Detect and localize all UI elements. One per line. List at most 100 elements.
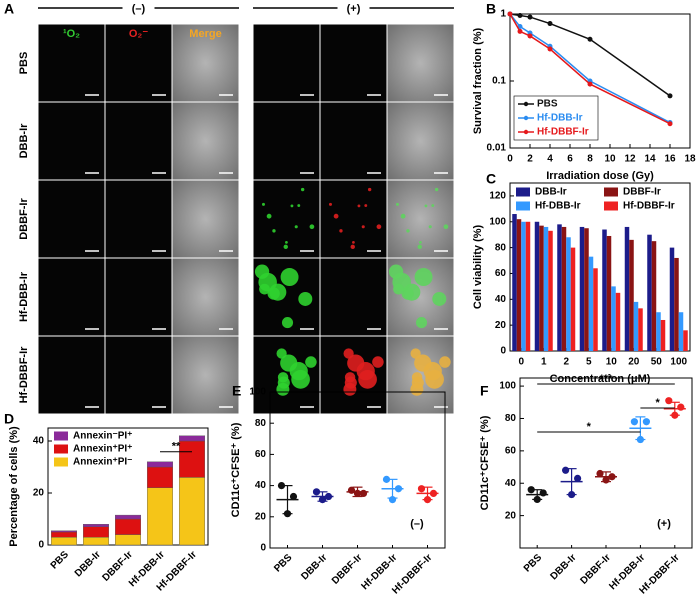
- panel-letter: F: [480, 383, 489, 399]
- x-tick-label: 20: [628, 357, 640, 368]
- bar-segment: [178, 440, 205, 478]
- cell-signal: [424, 204, 428, 208]
- data-point: [574, 474, 582, 482]
- micrograph: [37, 101, 106, 181]
- group-label: (+): [347, 3, 361, 15]
- micrograph: [171, 179, 240, 259]
- micrograph: [37, 335, 106, 415]
- x-tick-label: 50: [651, 357, 663, 368]
- micrograph: [171, 257, 240, 337]
- legend-label: Hf-DBB-Ir: [537, 113, 583, 124]
- data-point: [677, 403, 685, 411]
- panel-letter: D: [4, 411, 14, 427]
- y-tick-label: 100: [489, 216, 506, 227]
- bar: [593, 268, 598, 351]
- x-tick-label: 5: [586, 357, 592, 368]
- bar: [512, 214, 517, 351]
- bar: [656, 312, 661, 351]
- x-tick-label: 2: [563, 357, 569, 368]
- bar-segment: [51, 531, 78, 538]
- data-point: [630, 418, 639, 426]
- x-tick-label: PBS: [49, 549, 72, 572]
- bar: [674, 257, 679, 351]
- cell-signal: [297, 204, 301, 207]
- bar-segment: [178, 435, 205, 442]
- cell-signal: [434, 187, 439, 192]
- data-point: [507, 11, 513, 17]
- bar: [624, 226, 630, 351]
- bar: [683, 330, 688, 351]
- significance-label: **: [172, 441, 181, 453]
- x-tick-label: 8: [587, 154, 593, 165]
- cell-signal: [352, 240, 355, 244]
- cell-signal: [419, 240, 422, 244]
- legend-label: Hf-DBB-Ir: [535, 201, 581, 212]
- cell-signal: [254, 264, 270, 279]
- cell-signal: [406, 229, 410, 233]
- data-point: [353, 489, 362, 497]
- annotation: (+): [657, 518, 671, 530]
- x-tick-label: PBS: [272, 552, 295, 575]
- micrograph: [319, 257, 388, 337]
- x-axis-label: Concentration (μM): [550, 373, 651, 385]
- cell-signal: [423, 362, 442, 381]
- x-tick-label: 16: [664, 154, 676, 165]
- y-tick-label: 0.01: [487, 143, 507, 154]
- legend-swatch: [516, 187, 530, 197]
- bar: [566, 237, 571, 351]
- cell-signal: [376, 224, 382, 230]
- y-tick-label: 40: [255, 480, 267, 491]
- bar: [543, 226, 549, 351]
- bar: [606, 235, 612, 351]
- legend-swatch: [54, 431, 68, 441]
- legend-swatch: [54, 444, 68, 454]
- x-tick-label: DBB-Ir: [548, 552, 578, 582]
- legend-label: Annexin⁺PI⁺: [73, 444, 132, 455]
- row-label: Hf-DBB-Ir: [18, 271, 30, 322]
- bar: [615, 292, 621, 351]
- row-label: DBBF-Ir: [18, 198, 30, 240]
- cell-signal: [356, 362, 375, 381]
- cell-signal: [294, 225, 298, 229]
- y-axis-label: Cell viability (%): [472, 224, 484, 309]
- data-point: [642, 418, 651, 426]
- legend-swatch: [604, 187, 618, 197]
- plot-frame: [509, 182, 691, 352]
- bar: [548, 230, 553, 351]
- x-tick-label: 12: [624, 154, 636, 165]
- panel-letter: B: [486, 1, 496, 17]
- y-tick-label: 0: [500, 346, 506, 357]
- bar-segment: [51, 530, 78, 533]
- significance-label: *: [655, 397, 660, 409]
- bar: [611, 286, 616, 351]
- data-point: [539, 489, 547, 497]
- legend-label: DBBF-Ir: [623, 187, 661, 198]
- y-axis-label: Survival fraction (%): [472, 27, 484, 134]
- cell-signal: [372, 356, 384, 368]
- bar-segment: [114, 534, 141, 546]
- x-tick-label: 2: [527, 154, 533, 165]
- bar: [669, 247, 675, 351]
- bar: [629, 239, 634, 351]
- channel-label: ¹O₂: [63, 28, 80, 40]
- y-axis-label: CD11c⁺CFSE⁺ (%): [230, 422, 242, 517]
- bar: [588, 256, 594, 351]
- bar: [602, 229, 607, 351]
- bar: [584, 228, 589, 351]
- x-tick-label: 10: [604, 154, 616, 165]
- annotation: (–): [410, 518, 424, 530]
- cell-signal: [431, 204, 435, 207]
- micrograph: [104, 179, 173, 259]
- group-label-bg: [122, 1, 155, 15]
- x-tick-label: DBBF-Ir: [578, 552, 613, 587]
- data-point: [382, 475, 391, 483]
- data-point: [602, 476, 610, 484]
- legend-label: Hf-DBBF-Ir: [537, 127, 589, 138]
- data-point: [533, 495, 541, 504]
- cell-signal: [395, 202, 399, 206]
- legend-label: Annexin⁺PI⁻: [73, 457, 132, 468]
- bar: [521, 221, 526, 351]
- cell-signal: [357, 204, 361, 208]
- bar-segment: [146, 487, 173, 546]
- group-label: (–): [132, 3, 146, 15]
